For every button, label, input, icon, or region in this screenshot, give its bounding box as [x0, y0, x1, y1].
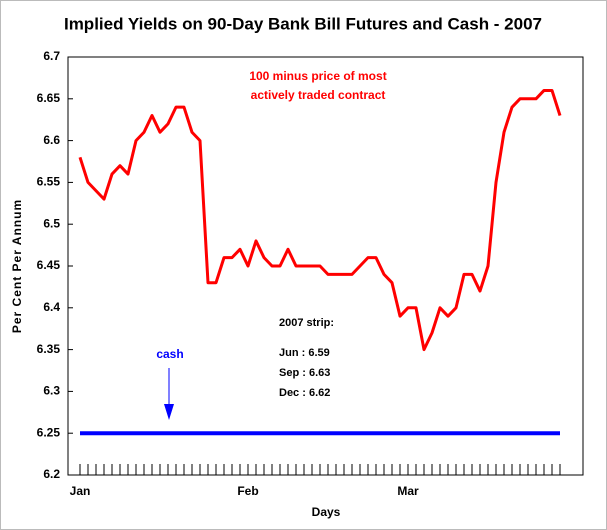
series-line	[78, 88, 562, 352]
annotation: actively traded contract	[251, 88, 386, 102]
y-tick-label: 6.65	[37, 91, 61, 105]
annotation: Sep : 6.63	[279, 367, 330, 379]
y-tick-label: 6.45	[37, 258, 61, 272]
y-tick-label: 6.5	[43, 216, 60, 230]
annotation: Jun : 6.59	[279, 347, 330, 359]
y-tick-label: 6.2	[43, 467, 60, 481]
y-tick-label: 6.25	[37, 425, 61, 439]
x-tick-label: Jan	[70, 484, 91, 498]
y-tick-label: 6.35	[37, 342, 61, 356]
y-tick-label: 6.3	[43, 384, 60, 398]
arrow-head	[164, 404, 174, 420]
annotation: cash	[156, 347, 183, 361]
y-tick-label: 6.6	[43, 133, 60, 147]
annotation: 100 minus price of most	[249, 69, 386, 83]
x-axis-label: Days	[312, 505, 341, 519]
chart-title: Implied Yields on 90-Day Bank Bill Futur…	[64, 14, 542, 33]
x-tick-label: Feb	[237, 484, 258, 498]
y-tick-label: 6.7	[43, 49, 60, 63]
annotation: 2007 strip:	[279, 317, 334, 329]
annotation: Dec : 6.62	[279, 387, 330, 399]
y-tick-label: 6.4	[43, 300, 60, 314]
x-tick-label: Mar	[397, 484, 419, 498]
y-axis-label: Per Cent Per Annum	[10, 199, 24, 333]
y-tick-label: 6.55	[37, 175, 61, 189]
